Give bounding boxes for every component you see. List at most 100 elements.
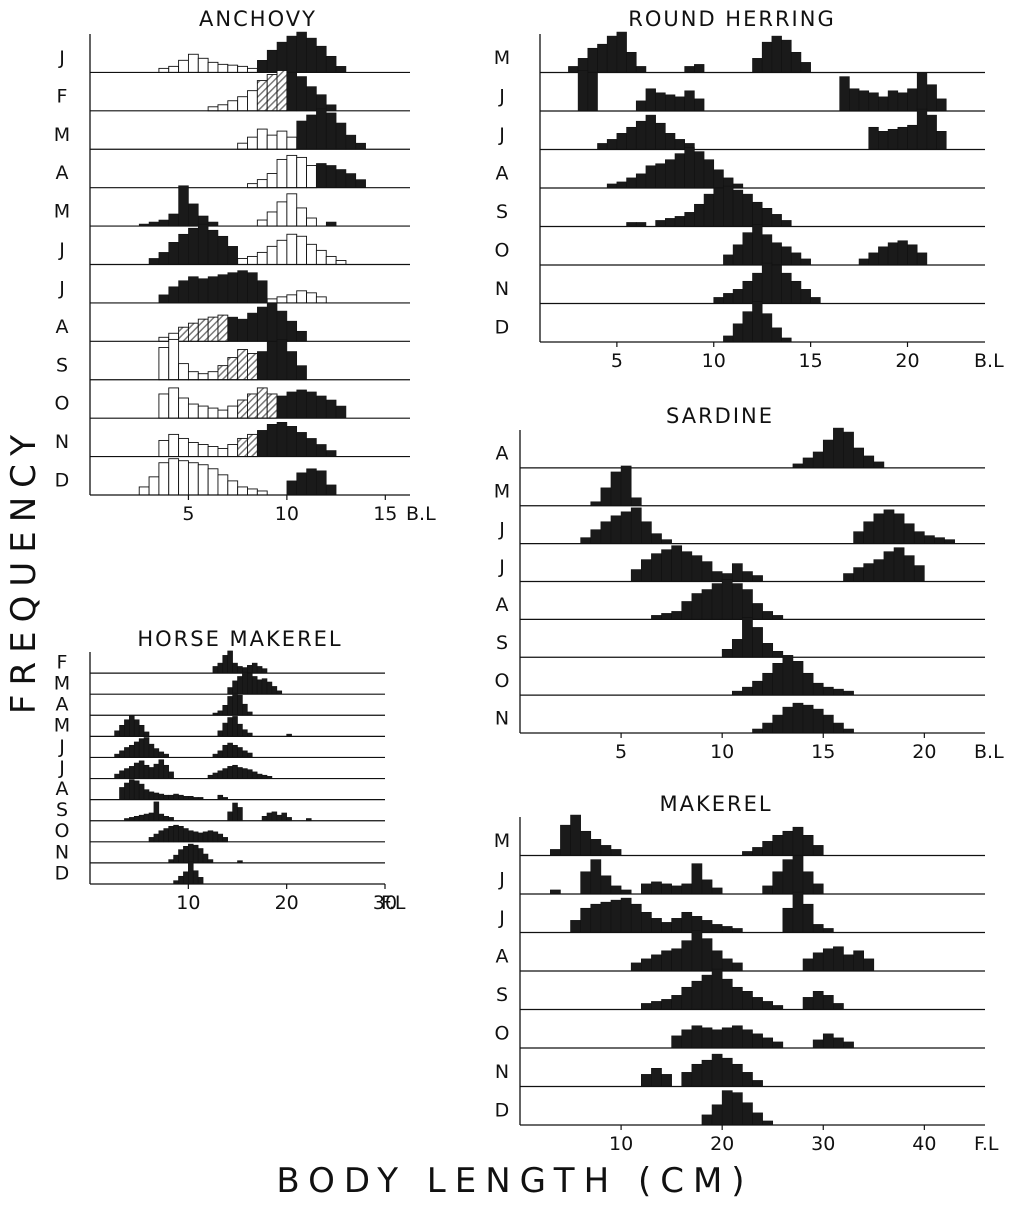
solid-bar (237, 695, 243, 716)
solid-bar (723, 254, 734, 266)
solid-bar (868, 92, 879, 112)
month-row: M (54, 108, 410, 150)
open-bar (276, 239, 288, 265)
solid-bar (266, 341, 278, 381)
solid-bar (762, 841, 774, 856)
x-tick-label: 10 (710, 741, 734, 763)
solid-bar (316, 94, 327, 112)
solid-bar (129, 744, 135, 758)
solid-bar (822, 686, 834, 696)
solid-bar (934, 537, 945, 544)
solid-bar (873, 461, 885, 469)
month-row: A (56, 302, 410, 342)
open-bar (197, 373, 209, 381)
solid-bar (681, 1072, 693, 1087)
solid-bar (610, 849, 622, 856)
open-bar (266, 134, 278, 150)
solid-bar (550, 849, 561, 856)
solid-bar (651, 918, 662, 933)
solid-bar (833, 1003, 844, 1010)
month-label: A (496, 163, 509, 185)
open-bar (296, 290, 308, 304)
solid-bar (620, 465, 632, 507)
solid-bar (178, 185, 189, 227)
month-row: N (495, 702, 985, 734)
open-bar (286, 294, 298, 304)
month-label: N (55, 841, 69, 863)
solid-bar (168, 826, 174, 843)
solid-bar (286, 320, 298, 342)
solid-bar (163, 828, 169, 843)
solid-bar (742, 232, 753, 266)
solid-bar (212, 831, 219, 843)
solid-bar (812, 451, 824, 469)
solid-bar (163, 815, 169, 822)
open-bar (227, 480, 239, 496)
month-label: O (495, 1023, 510, 1045)
open-bar (247, 183, 258, 189)
solid-bar (694, 64, 705, 73)
month-label: J (58, 239, 65, 261)
solid-bar (887, 128, 899, 150)
solid-bar (183, 871, 189, 885)
solid-bar (661, 883, 672, 895)
solid-bar (812, 845, 824, 856)
solid-bar (792, 661, 804, 696)
solid-bar (616, 31, 627, 73)
solid-bar (192, 870, 199, 885)
open-bar (237, 486, 248, 496)
solid-bar (188, 843, 194, 864)
open-bar (266, 298, 278, 304)
month-row: S (496, 968, 985, 1011)
open-bar (247, 90, 258, 112)
x-tick-label: 20 (895, 350, 919, 372)
solid-bar (286, 35, 298, 73)
open-bar (168, 65, 180, 73)
open-bar (178, 397, 189, 419)
solid-bar (138, 738, 145, 758)
solid-bar (600, 521, 612, 544)
solid-bar (138, 783, 145, 800)
solid-bar (812, 708, 824, 734)
solid-bar (802, 457, 814, 469)
solid-bar (812, 1039, 824, 1049)
solid-bar (153, 801, 160, 822)
open-bar (237, 257, 248, 265)
solid-bar (655, 163, 666, 189)
solid-bar (620, 897, 632, 933)
solid-bar (212, 666, 219, 674)
open-bar (178, 59, 189, 73)
month-row: N (55, 841, 385, 864)
solid-bar (641, 1003, 652, 1010)
solid-bar (721, 958, 733, 972)
solid-bar (237, 747, 243, 758)
open-bar (286, 233, 298, 265)
solid-bar (222, 768, 228, 779)
y-axis-title: FREQUENCY (4, 426, 44, 714)
solid-bar (800, 258, 811, 266)
solid-bar (701, 561, 713, 582)
solid-bar (721, 1090, 733, 1126)
solid-bar (597, 143, 608, 150)
solid-bar (681, 601, 693, 620)
month-row: O (495, 655, 985, 696)
solid-bar (731, 928, 743, 933)
solid-bar (626, 51, 637, 73)
solid-bar (153, 763, 160, 779)
solid-bar (858, 258, 870, 266)
solid-bar (781, 337, 792, 343)
solid-bar (853, 447, 864, 469)
solid-bar (694, 151, 705, 189)
solid-bar (812, 883, 824, 895)
solid-bar (296, 472, 307, 496)
solid-bar (237, 318, 248, 342)
month-label: J (58, 277, 65, 299)
solid-bar (691, 555, 703, 582)
solid-bar (217, 794, 224, 800)
solid-bar (247, 752, 253, 758)
solid-bar (655, 220, 666, 227)
solid-bar (577, 70, 589, 112)
month-label: D (55, 470, 70, 492)
solid-bar (822, 948, 834, 972)
open-bar (237, 142, 248, 150)
